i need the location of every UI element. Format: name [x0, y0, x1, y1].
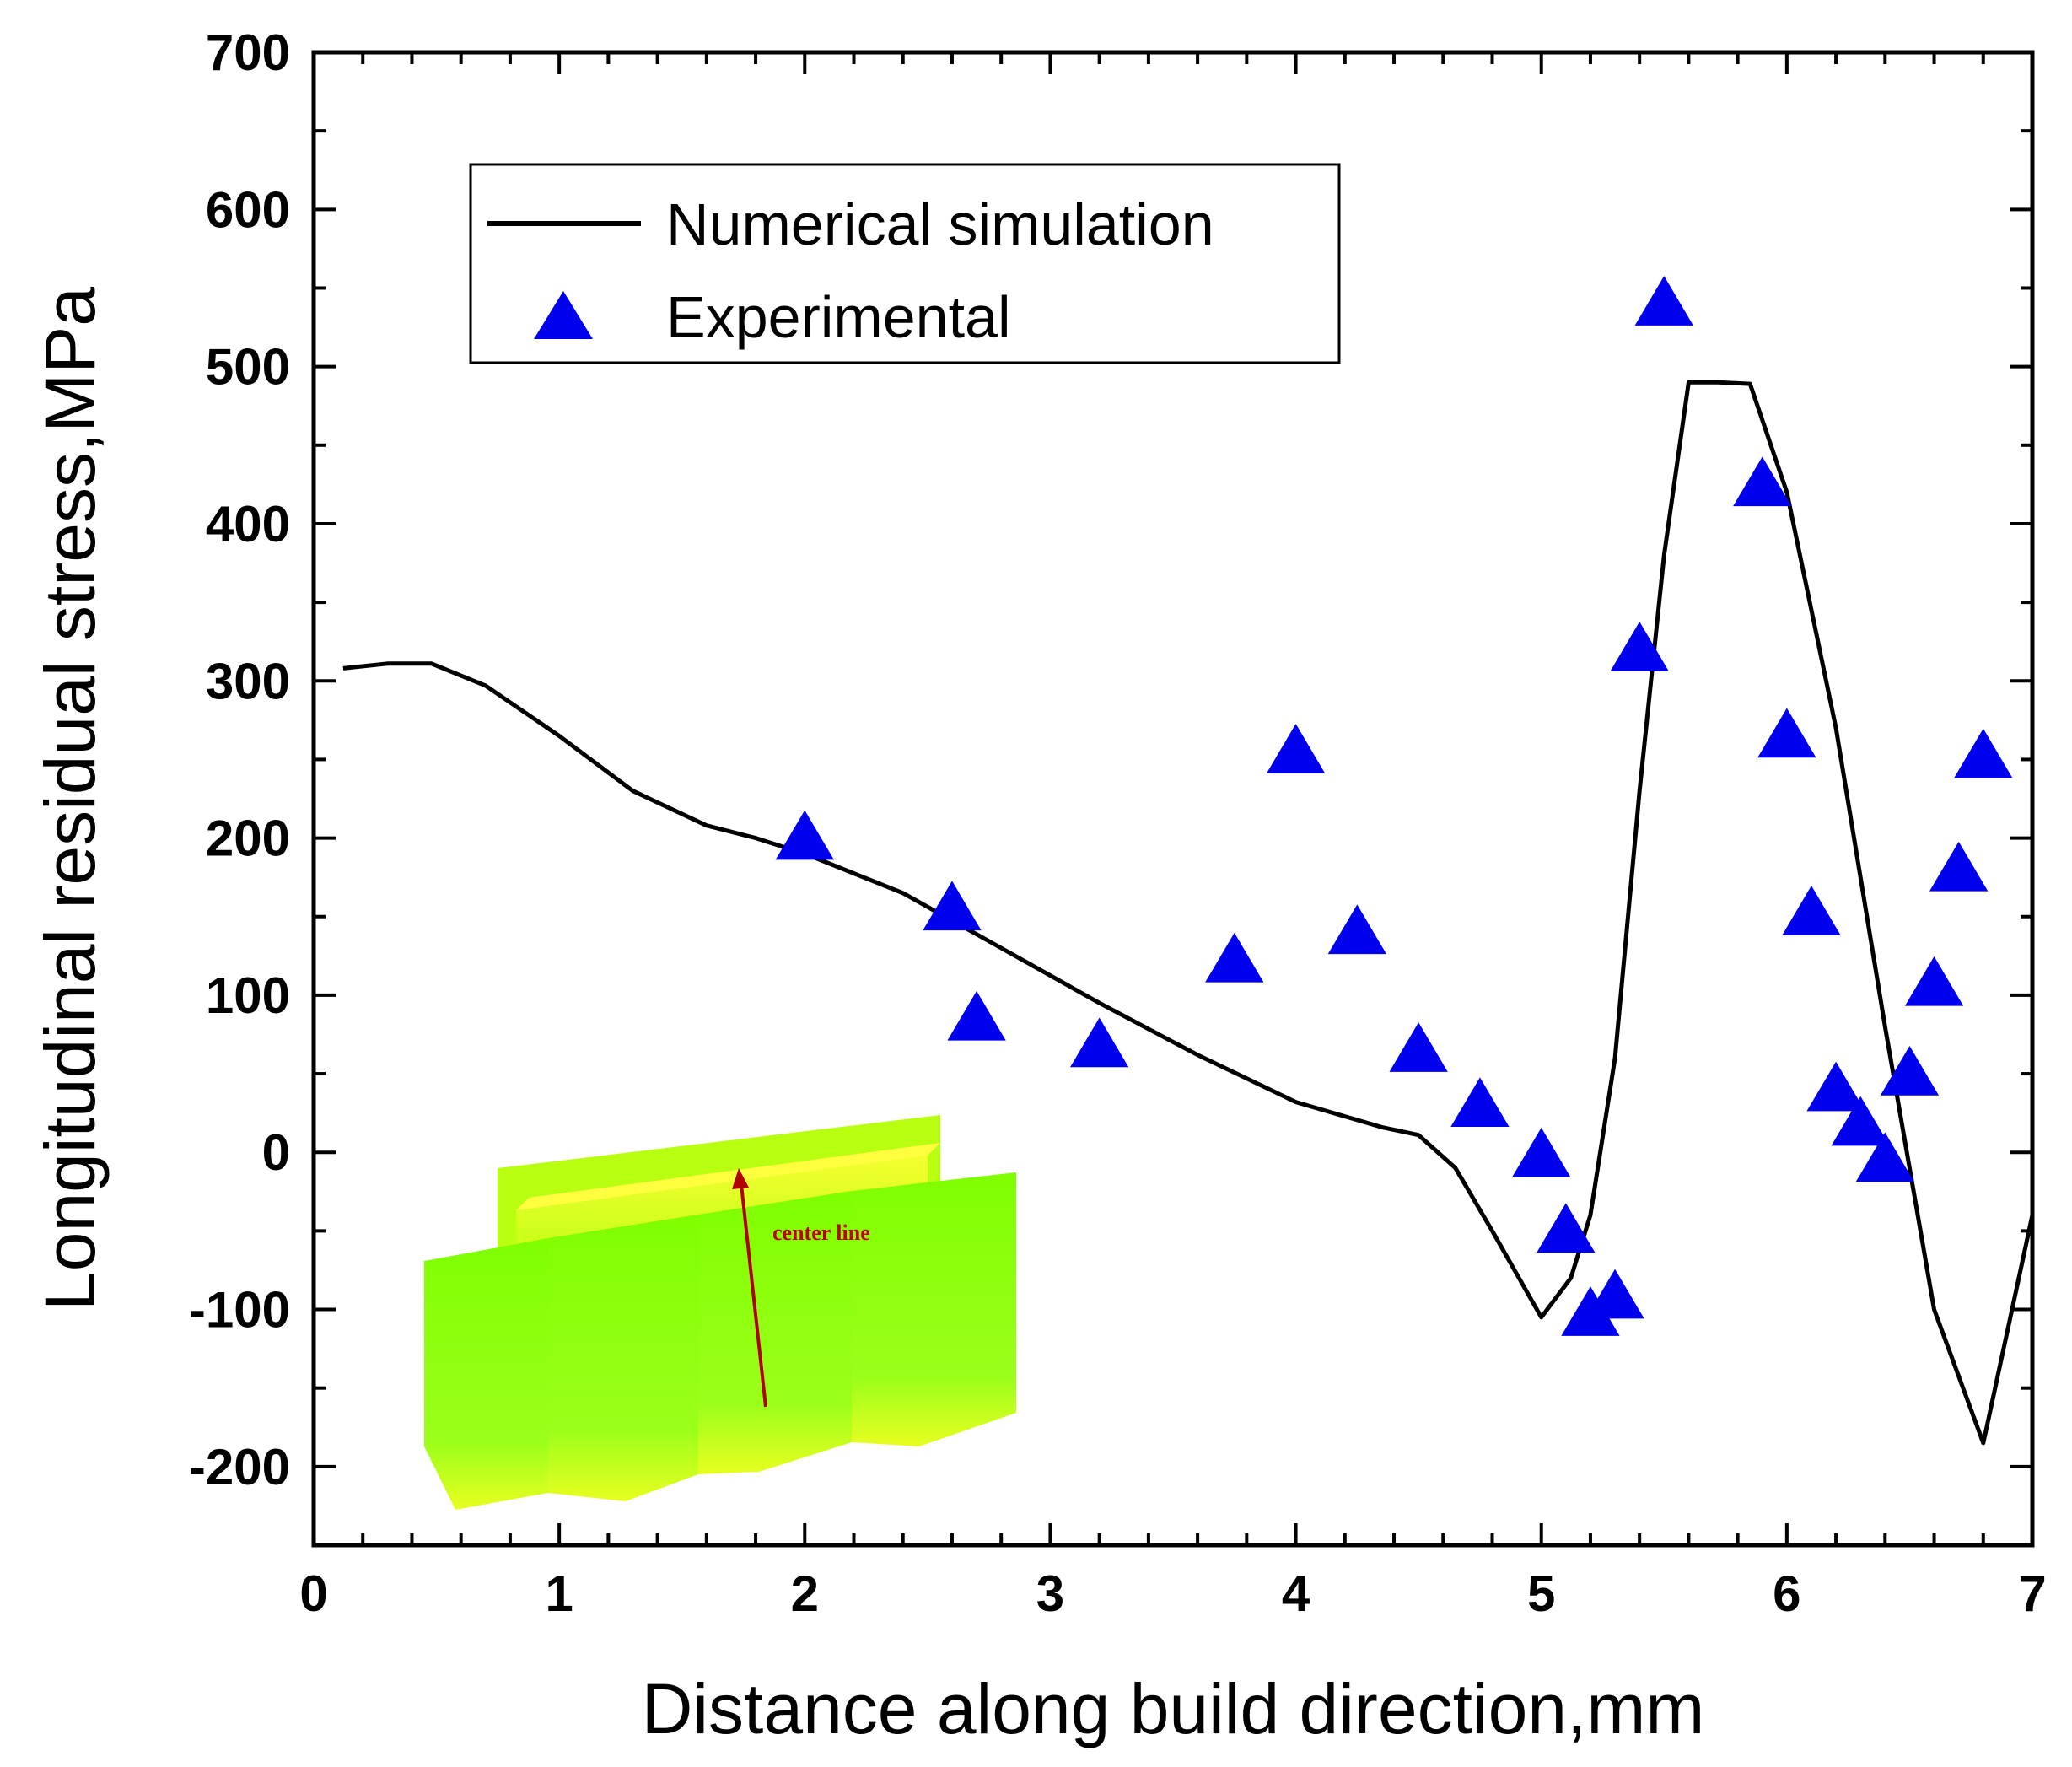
- tick-labels: 0 1 2 3 4 5 6 7 -200 -100 0 100 200 300 400 500 600 700: [189, 24, 2047, 1622]
- x-tick-label: 5: [1527, 1565, 1555, 1622]
- experimental-point: [1929, 841, 1989, 892]
- y-tick-label: 200: [206, 811, 290, 867]
- x-tick-label: 6: [1773, 1565, 1800, 1622]
- legend-box: [469, 163, 1341, 364]
- experimental-point: [1757, 708, 1816, 758]
- experimental-point: [1266, 724, 1326, 773]
- experimental-point: [1512, 1127, 1571, 1177]
- inset-plate-4: [852, 1172, 1016, 1446]
- x-tick-label: 2: [791, 1565, 819, 1622]
- experimental-point: [1585, 1269, 1644, 1319]
- x-tick-label: 1: [545, 1565, 573, 1622]
- experimental-point: [1733, 456, 1792, 507]
- y-tick-label: -100: [189, 1282, 290, 1339]
- numerical-simulation-line: [342, 380, 2035, 1446]
- inset-bead-top: [516, 1143, 940, 1210]
- inset-plate-2: [548, 1215, 698, 1501]
- experimental-markers: [775, 276, 2013, 1336]
- y-tick-label: -200: [189, 1439, 290, 1495]
- inset-label: center line: [772, 1220, 870, 1245]
- legend-triangle-swatch: [534, 291, 593, 339]
- experimental-point: [1610, 622, 1669, 671]
- experimental-point: [1537, 1203, 1596, 1253]
- experimental-point: [1831, 1096, 1890, 1146]
- experimental-point: [1450, 1077, 1510, 1128]
- y-axis-title: Longitudinal residual stress,MPa: [30, 287, 110, 1311]
- legend: Numerical simulation Experimental: [469, 163, 1341, 364]
- y-tick-label: 500: [206, 339, 290, 396]
- experimental-point: [1634, 276, 1693, 326]
- y-tick-label: 300: [206, 653, 290, 709]
- experimental-point: [1782, 886, 1841, 935]
- x-tick-label: 7: [2018, 1565, 2046, 1622]
- experimental-point: [923, 881, 982, 931]
- x-tick-label: 3: [1036, 1565, 1064, 1622]
- experimental-point: [1855, 1132, 1914, 1182]
- experimental-point: [775, 810, 834, 860]
- experimental-point: [1070, 1017, 1129, 1068]
- experimental-point: [1389, 1022, 1448, 1072]
- y-tick-label: 0: [262, 1124, 290, 1181]
- experimental-point: [1806, 1061, 1865, 1112]
- y-tick-label: 700: [206, 24, 290, 81]
- experimental-point: [1327, 904, 1387, 955]
- inset-center-line-arrow: [739, 1176, 767, 1408]
- legend-label-experimental: Experimental: [666, 284, 1011, 350]
- y-tick-label: 600: [206, 181, 290, 238]
- legend-label-simulation: Numerical simulation: [666, 191, 1214, 257]
- y-tick-label: 100: [206, 967, 290, 1024]
- experimental-point: [1954, 728, 2013, 778]
- plot-frame: [311, 50, 2035, 1548]
- x-tick-label: 4: [1282, 1565, 1310, 1622]
- experimental-point: [947, 990, 1006, 1041]
- x-tick-label: 0: [299, 1565, 327, 1622]
- x-axis-title: Distance along build direction,mm: [642, 1669, 1705, 1748]
- inset-plate-3: [698, 1191, 852, 1474]
- experimental-point: [1904, 956, 1964, 1006]
- experimental-point: [1205, 932, 1264, 983]
- inset-arrow-head: [732, 1168, 749, 1189]
- ticks: [312, 51, 2034, 1547]
- inset-plate-1: [424, 1238, 548, 1510]
- model-inset-image: center line: [424, 1115, 1016, 1510]
- y-tick-label: 400: [206, 496, 290, 552]
- experimental-point: [1880, 1046, 1940, 1096]
